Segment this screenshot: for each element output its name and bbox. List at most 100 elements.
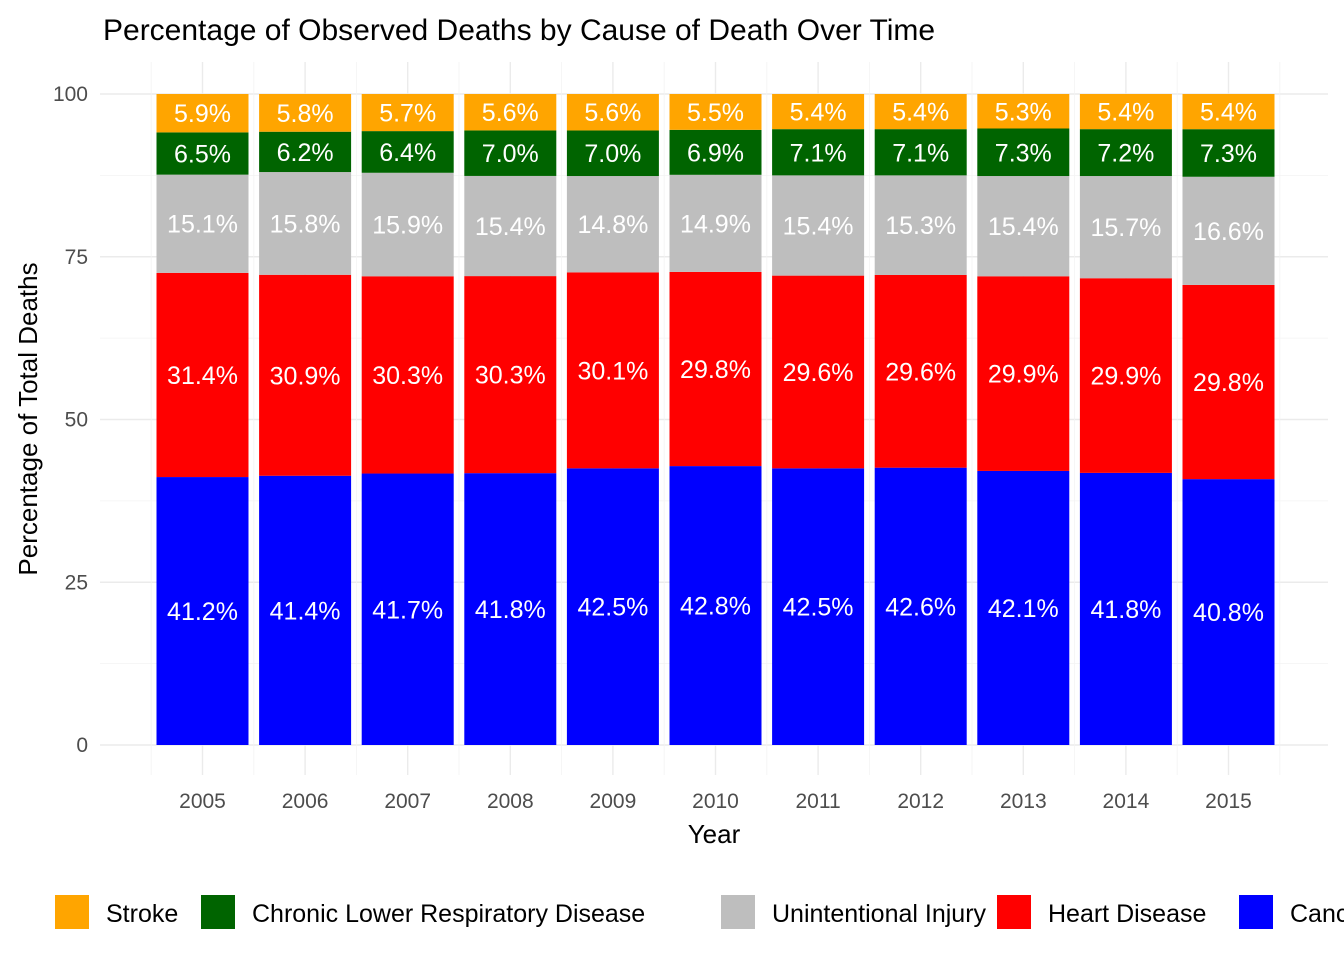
bar-data-label: 5.4% bbox=[1200, 99, 1257, 127]
bar-segment bbox=[1182, 479, 1275, 745]
bar-data-label: 15.4% bbox=[988, 213, 1059, 241]
legend-key bbox=[201, 895, 235, 929]
bar-data-label: 15.3% bbox=[885, 212, 956, 240]
bar-segment bbox=[874, 467, 967, 745]
bar-data-label: 42.8% bbox=[680, 593, 751, 621]
bar-data-label: 5.4% bbox=[892, 99, 949, 127]
legend-label: Unintentional Injury bbox=[772, 900, 987, 928]
bar-segment bbox=[566, 272, 659, 469]
bar-data-label: 16.6% bbox=[1193, 218, 1264, 246]
bar-data-label: 7.0% bbox=[584, 140, 641, 168]
bar-data-label: 30.3% bbox=[475, 362, 546, 390]
bar-segment bbox=[1079, 472, 1172, 745]
bar-segment bbox=[669, 271, 762, 467]
bar-data-label: 29.8% bbox=[1193, 369, 1264, 397]
x-tick-label: 2014 bbox=[1103, 790, 1150, 813]
bar-segment bbox=[464, 94, 557, 131]
bar-data-label: 5.8% bbox=[277, 100, 334, 128]
x-tick-label: 2011 bbox=[796, 790, 841, 813]
bar-segment bbox=[874, 129, 967, 176]
bar-data-label: 42.1% bbox=[988, 595, 1059, 623]
x-tick-label: 2005 bbox=[179, 790, 226, 813]
y-tick-label: 100 bbox=[53, 83, 88, 106]
legend-key bbox=[55, 895, 89, 929]
bar-segment bbox=[156, 477, 249, 745]
chart-title: Percentage of Observed Deaths by Cause o… bbox=[103, 14, 935, 47]
bar-segment bbox=[1079, 278, 1172, 473]
bar-data-label: 30.1% bbox=[577, 357, 648, 385]
bar-data-label: 5.4% bbox=[790, 99, 847, 127]
x-tick-label: 2010 bbox=[692, 790, 739, 813]
bar-segment bbox=[464, 130, 557, 176]
bar-segment bbox=[464, 276, 557, 474]
bar-data-label: 29.6% bbox=[885, 358, 956, 386]
bar-segment bbox=[566, 468, 659, 745]
bar-segment bbox=[772, 275, 865, 469]
bar-segment bbox=[669, 174, 762, 272]
bar-data-label: 42.5% bbox=[783, 594, 854, 622]
x-axis-title: Year bbox=[688, 819, 741, 849]
legend-key bbox=[1239, 895, 1273, 929]
bars-layer bbox=[156, 94, 1275, 745]
bar-segment bbox=[669, 94, 762, 130]
bar-segment bbox=[772, 94, 865, 130]
bar-segment bbox=[874, 274, 967, 468]
x-tick-label: 2013 bbox=[1000, 790, 1047, 813]
legend-label: Heart Disease bbox=[1048, 900, 1206, 928]
bar-data-label: 41.8% bbox=[1090, 596, 1161, 624]
x-tick-label: 2008 bbox=[487, 790, 534, 813]
bar-segment bbox=[156, 272, 249, 478]
bar-segment bbox=[259, 131, 352, 173]
bar-data-label: 41.8% bbox=[475, 596, 546, 624]
bar-segment bbox=[977, 128, 1070, 177]
bar-segment bbox=[669, 466, 762, 745]
bar-segment bbox=[361, 276, 454, 474]
bar-data-label: 7.1% bbox=[892, 139, 949, 167]
bar-data-label: 42.6% bbox=[885, 593, 956, 621]
bar-segment bbox=[156, 174, 249, 273]
bar-data-label: 5.9% bbox=[174, 100, 231, 128]
legend-label: Canc bbox=[1290, 900, 1344, 928]
bar-data-label: 41.2% bbox=[167, 598, 238, 626]
bar-data-label: 40.8% bbox=[1193, 599, 1264, 627]
bar-segment bbox=[361, 473, 454, 745]
bar-data-label: 42.5% bbox=[577, 594, 648, 622]
bar-segment bbox=[156, 132, 249, 175]
y-tick-label: 50 bbox=[65, 409, 88, 432]
legend-key bbox=[997, 895, 1031, 929]
bar-data-label: 29.9% bbox=[988, 361, 1059, 389]
bar-data-label: 7.3% bbox=[995, 139, 1052, 167]
bar-data-label: 15.7% bbox=[1090, 214, 1161, 242]
bar-data-label: 15.4% bbox=[475, 213, 546, 241]
bar-data-label: 5.6% bbox=[584, 99, 641, 127]
bar-segment bbox=[977, 276, 1070, 471]
bar-data-label: 31.4% bbox=[167, 362, 238, 390]
bar-segment bbox=[1079, 129, 1172, 177]
bar-segment bbox=[772, 129, 865, 176]
x-tick-label: 2015 bbox=[1205, 790, 1252, 813]
bar-segment bbox=[874, 175, 967, 275]
bar-data-label: 7.2% bbox=[1097, 140, 1154, 168]
bar-data-label: 7.3% bbox=[1200, 140, 1257, 168]
bar-data-label: 5.5% bbox=[687, 99, 744, 127]
y-tick-label: 75 bbox=[65, 246, 88, 269]
bar-segment bbox=[1182, 129, 1275, 177]
bar-segment bbox=[772, 468, 865, 745]
bar-segment bbox=[772, 175, 865, 276]
bar-data-label: 29.6% bbox=[783, 359, 854, 387]
bar-data-label: 6.2% bbox=[277, 139, 334, 167]
bar-data-label: 14.8% bbox=[577, 211, 648, 239]
x-tick-label: 2009 bbox=[590, 790, 637, 813]
bar-data-label: 6.4% bbox=[379, 139, 436, 167]
bar-data-label: 5.4% bbox=[1097, 99, 1154, 127]
bar-segment bbox=[361, 172, 454, 277]
bar-data-label: 30.9% bbox=[270, 362, 341, 390]
legend-key bbox=[721, 895, 755, 929]
bar-segment bbox=[1182, 94, 1275, 130]
bar-segment bbox=[259, 274, 352, 476]
bar-data-label: 15.9% bbox=[372, 212, 443, 240]
bar-labels-layer: 41.2% 31.4% 15.1% 6.5% 5.9% 41.4% 30.9% 15.8% 6.… bbox=[167, 98, 1264, 627]
bar-segment bbox=[1182, 284, 1275, 480]
bar-data-label: 6.9% bbox=[687, 139, 744, 167]
bar-data-label: 15.1% bbox=[167, 211, 238, 239]
